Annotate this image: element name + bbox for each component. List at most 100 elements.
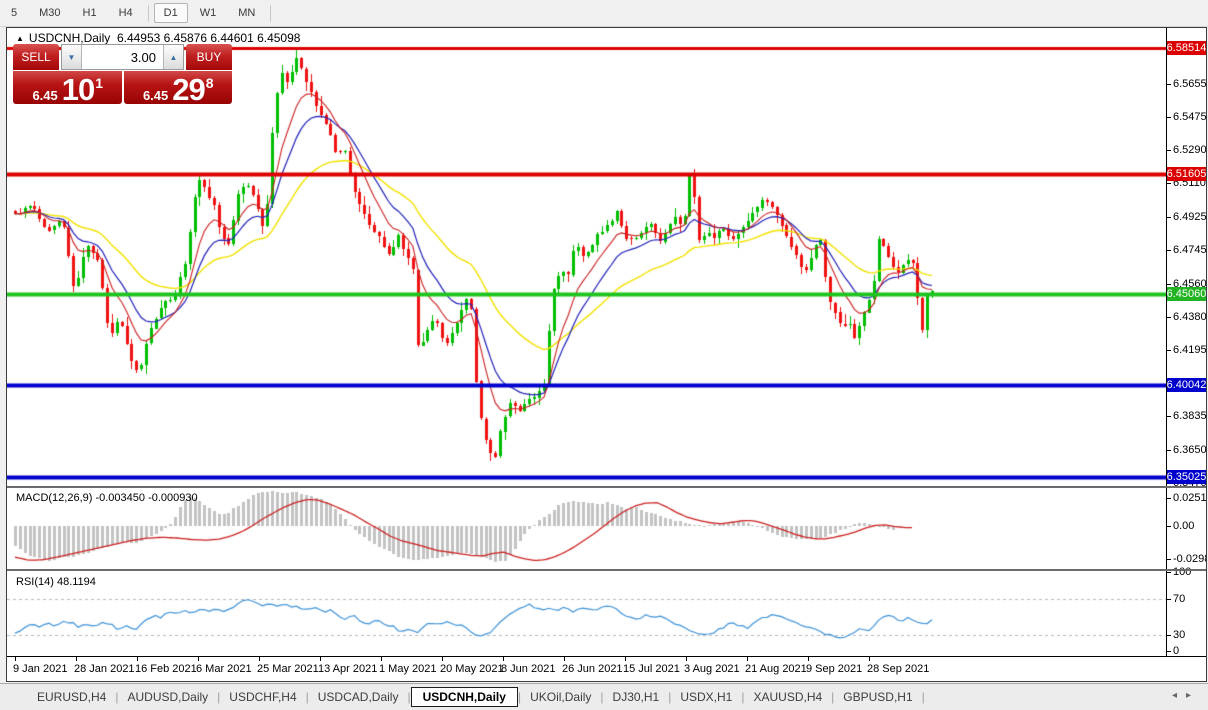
- macd-chart-canvas[interactable]: [7, 488, 1166, 569]
- buy-price-display[interactable]: 6.45 29 8: [123, 71, 232, 105]
- tab-separator: |: [668, 690, 672, 704]
- date-label: 15 Jul 2021: [623, 663, 680, 675]
- scale-tick: [1167, 572, 1171, 573]
- tab-scroll-arrows[interactable]: ◂▸: [1171, 690, 1200, 701]
- sell-price-display[interactable]: 6.45 10 1: [13, 71, 122, 107]
- toolbar-separator: [270, 4, 272, 22]
- chart-symbol-period: USDCNH,Daily: [28, 31, 111, 45]
- date-tick: [259, 657, 260, 661]
- chart-tab-usdcad[interactable]: USDCAD,Daily: [317, 690, 399, 704]
- level-price-badge: 6.58514: [1166, 41, 1206, 55]
- price-scale[interactable]: 6.565506.547506.529006.511006.492506.474…: [1166, 28, 1206, 657]
- chart-title: ▲ USDCNH,Daily 6.44953 6.45876 6.44601 6.…: [16, 31, 300, 45]
- level-price-badge: 6.45060: [1166, 287, 1206, 301]
- date-tick: [442, 657, 443, 661]
- chart-tab-eurusd[interactable]: EURUSD,H4: [37, 690, 107, 704]
- chart-tab-audusd[interactable]: AUDUSD,Daily: [127, 690, 209, 704]
- scale-label: 0: [1173, 645, 1180, 657]
- panel-divider: [7, 656, 1206, 657]
- sell-button[interactable]: SELL: [13, 44, 59, 70]
- scale-label: 6.56550: [1173, 78, 1206, 90]
- chart-tab-xauusd[interactable]: XAUUSD,H4: [753, 690, 823, 704]
- scale-tick: [1167, 284, 1171, 285]
- scale-label: 6.38350: [1173, 410, 1206, 422]
- rsi-chart-canvas[interactable]: [7, 571, 1166, 656]
- chart-tab-gbpusd[interactable]: GBPUSD,H1: [843, 690, 913, 704]
- sell-price-pips: 10: [61, 72, 95, 107]
- scale-tick: [1167, 150, 1171, 151]
- scale-tick: [1167, 450, 1171, 451]
- collapse-triangle-icon[interactable]: ▲: [16, 34, 24, 43]
- scale-tick: [1167, 498, 1171, 499]
- sell-price-prefix: 6.45: [32, 88, 58, 103]
- timeframe-button-h1[interactable]: H1: [82, 7, 97, 19]
- scale-tick: [1167, 416, 1171, 417]
- one-click-trade-panel: SELL ▼ 3.00 ▲ BUY 6.45 10 1 6.45: [13, 44, 232, 107]
- price-chart-canvas[interactable]: [7, 28, 1166, 486]
- chart-tab-bar: EURUSD,H4 | AUDUSD,Daily | USDCHF,H4 | USDCAD,…: [0, 683, 1208, 710]
- level-price-badge: 6.51605: [1166, 167, 1206, 181]
- date-tick: [625, 657, 626, 661]
- scale-label: 6.49250: [1173, 211, 1206, 223]
- chart-tab-usdcnh[interactable]: USDCNH,Daily: [410, 687, 518, 707]
- date-label: 25 Mar 2021: [257, 663, 319, 675]
- date-label: 1 May 2021: [379, 663, 437, 675]
- date-tick: [503, 657, 504, 661]
- date-tick: [808, 657, 809, 661]
- timeframe-button-5[interactable]: 5: [11, 7, 18, 19]
- scale-label: 70: [1173, 593, 1186, 605]
- tab-separator: |: [407, 690, 411, 704]
- chart-tab-usdchf[interactable]: USDCHF,H4: [229, 690, 297, 704]
- tab-separator: |: [217, 690, 221, 704]
- date-label: 6 Mar 2021: [196, 663, 252, 675]
- scale-label: 100: [1173, 566, 1192, 578]
- up-arrow-icon: ▲: [169, 52, 178, 62]
- scale-label: 6.54750: [1173, 111, 1206, 123]
- timeframe-button-w1[interactable]: W1: [199, 7, 217, 19]
- chart-tab-usdx[interactable]: USDX,H1: [680, 690, 733, 704]
- macd-indicator-label: MACD(12,26,9) -0.003450 -0.000930: [16, 492, 198, 504]
- timeframe-button-d1[interactable]: D1: [153, 3, 188, 23]
- date-tick: [320, 657, 321, 661]
- chart-area[interactable]: ▲ USDCNH,Daily 6.44953 6.45876 6.44601 6.…: [7, 28, 1206, 681]
- chart-ohlc-values: 6.44953 6.45876 6.44601 6.45098: [116, 31, 301, 45]
- rsi-indicator-label: RSI(14) 48.1194: [16, 576, 96, 588]
- tab-separator: |: [921, 690, 925, 704]
- tab-separator: |: [741, 690, 745, 704]
- scale-tick: [1167, 559, 1171, 560]
- scale-tick: [1167, 84, 1171, 85]
- scale-label: 30: [1173, 629, 1186, 641]
- date-tick: [15, 657, 16, 661]
- date-tick: [381, 657, 382, 661]
- date-axis[interactable]: 9 Jan 2021 28 Jan 2021 16 Feb 2021 6 Mar 20…: [7, 657, 1166, 681]
- level-price-badge: 6.35025: [1166, 470, 1206, 484]
- chart-tab-dj30[interactable]: DJ30,H1: [612, 690, 660, 704]
- timeframe-button-h4[interactable]: H4: [118, 7, 133, 19]
- scale-label: 6.41950: [1173, 344, 1206, 356]
- date-tick: [76, 657, 77, 661]
- date-label: 20 May 2021: [440, 663, 504, 675]
- date-label: 26 Jun 2021: [562, 663, 623, 675]
- date-label: 28 Sep 2021: [867, 663, 930, 675]
- buy-button[interactable]: BUY: [186, 44, 232, 70]
- scale-label: 6.43800: [1173, 311, 1206, 323]
- chart-tab-ukoil[interactable]: UKOil,Daily: [530, 690, 592, 704]
- date-tick: [564, 657, 565, 661]
- volume-input[interactable]: 3.00: [130, 49, 156, 65]
- timeframe-button-m30[interactable]: M30: [39, 7, 61, 19]
- scale-tick: [1167, 350, 1171, 351]
- panel-divider[interactable]: [7, 486, 1206, 488]
- date-label: 9 Sep 2021: [806, 663, 863, 675]
- date-label: 28 Jan 2021: [74, 663, 135, 675]
- volume-increase-button[interactable]: ▲: [163, 45, 183, 69]
- date-label: 16 Feb 2021: [135, 663, 197, 675]
- scale-tick: [1167, 651, 1171, 652]
- date-label: 8 Jun 2021: [501, 663, 556, 675]
- panel-divider[interactable]: [7, 569, 1206, 571]
- scale-label: 0.00: [1173, 520, 1195, 532]
- volume-decrease-button[interactable]: ▼: [62, 45, 82, 69]
- buy-price-prefix: 6.45: [142, 88, 169, 103]
- scale-tick: [1167, 183, 1171, 184]
- timeframe-button-mn[interactable]: MN: [238, 7, 256, 19]
